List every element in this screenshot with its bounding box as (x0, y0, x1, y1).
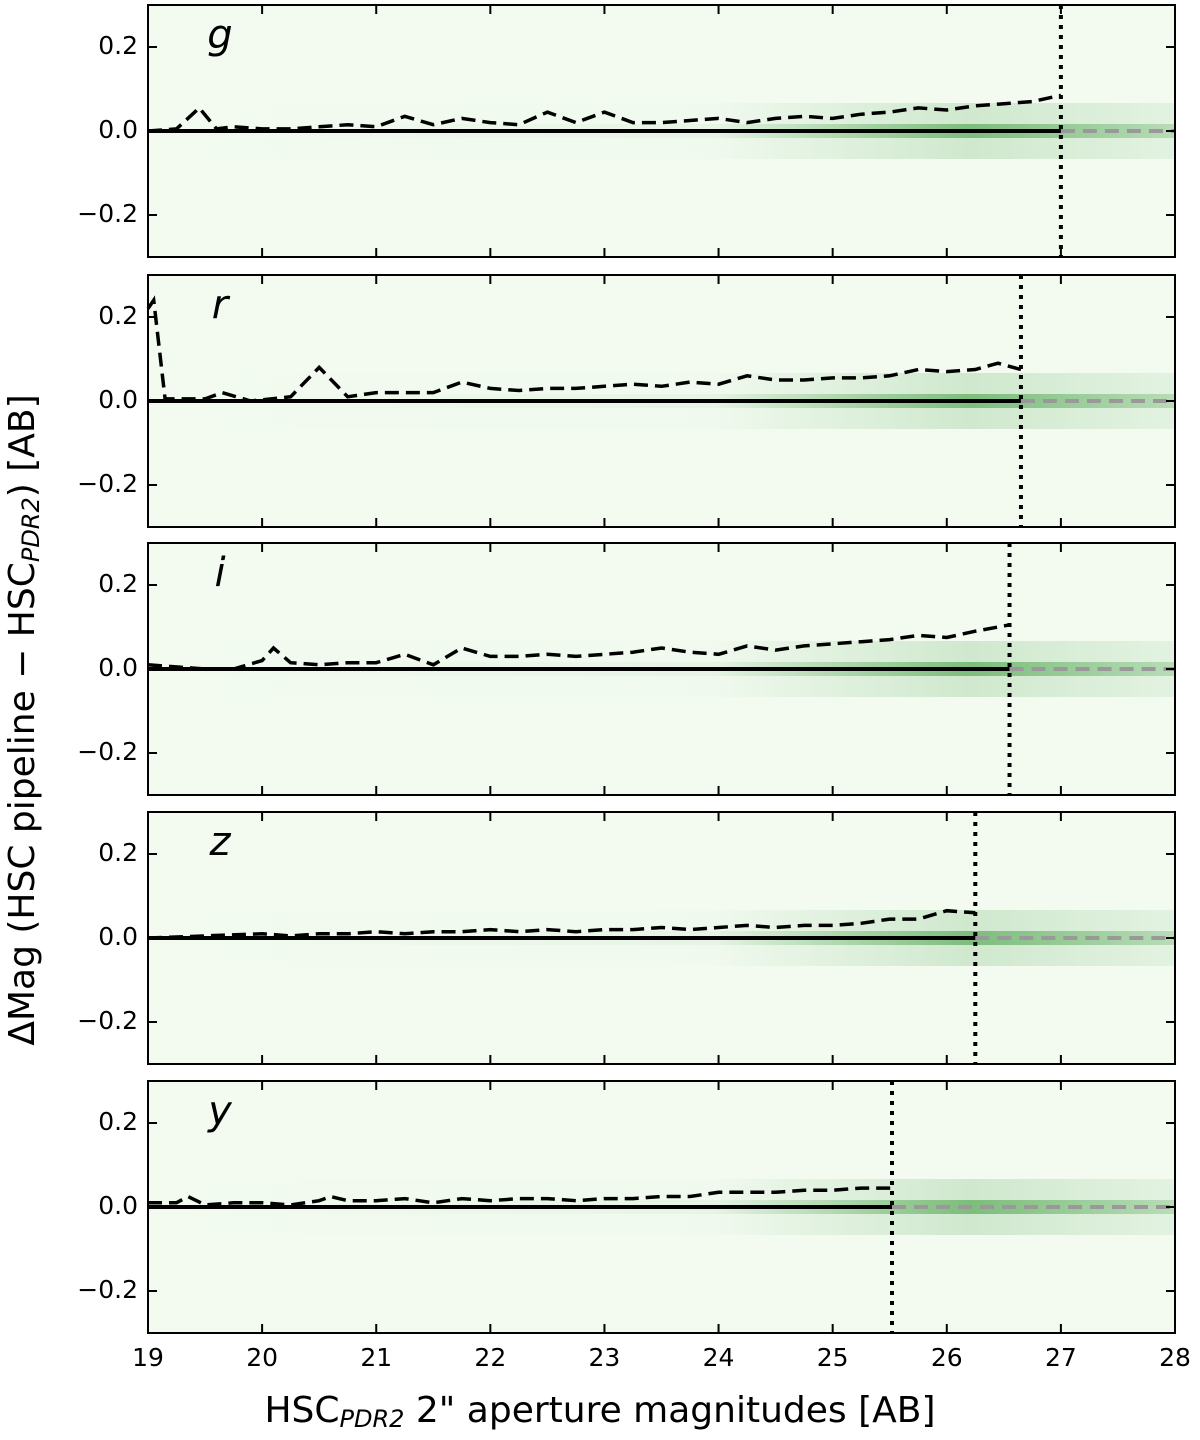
y-tick-label: 0.2 (98, 301, 138, 330)
x-tick-label: 24 (703, 1343, 735, 1372)
y-tick-label: −0.2 (77, 199, 138, 228)
x-tick-label: 26 (931, 1343, 963, 1372)
y-tick-label: 0.0 (98, 653, 138, 682)
x-tick-label: 20 (246, 1343, 278, 1372)
y-tick-label: −0.2 (77, 1275, 138, 1304)
x-tick-label: 27 (1045, 1343, 1077, 1372)
y-tick-label: 0.2 (98, 838, 138, 867)
dashed-line (147, 623, 1010, 671)
x-tick-label: 19 (132, 1343, 164, 1372)
x-axis-label: HSCPDR2 2" aperture magnitudes [AB] (264, 1390, 935, 1433)
x-tick-label: 28 (1159, 1343, 1191, 1372)
x-tick-label: 23 (589, 1343, 621, 1372)
y-tick-label: −0.2 (77, 737, 138, 766)
y-tick-label: 0.2 (98, 1107, 138, 1136)
panel-label: g (207, 12, 232, 58)
y-tick-label: 0.2 (98, 31, 138, 60)
x-tick-label: 25 (817, 1343, 849, 1372)
y-tick-label: −0.2 (77, 1006, 138, 1035)
y-tick-label: 0.0 (98, 922, 138, 951)
y-tick-label: 0.0 (98, 1191, 138, 1220)
panel-label: y (207, 1088, 233, 1134)
y-tick-label: 0.0 (98, 385, 138, 414)
panel-label: r (212, 282, 231, 328)
y-tick-label: 0.0 (98, 115, 138, 144)
panel-label: z (209, 819, 232, 865)
dashed-line (148, 1186, 892, 1207)
dashed-line (147, 908, 976, 940)
x-tick-label: 21 (360, 1343, 392, 1372)
panel-label: i (214, 550, 225, 596)
x-tick-label: 22 (474, 1343, 506, 1372)
y-axis-label: ΔMag (HSC pipeline − HSCPDR2) [AB] (2, 394, 45, 1045)
dashed-line (147, 93, 1062, 133)
y-tick-label: −0.2 (77, 469, 138, 498)
y-tick-label: 0.2 (98, 569, 138, 598)
